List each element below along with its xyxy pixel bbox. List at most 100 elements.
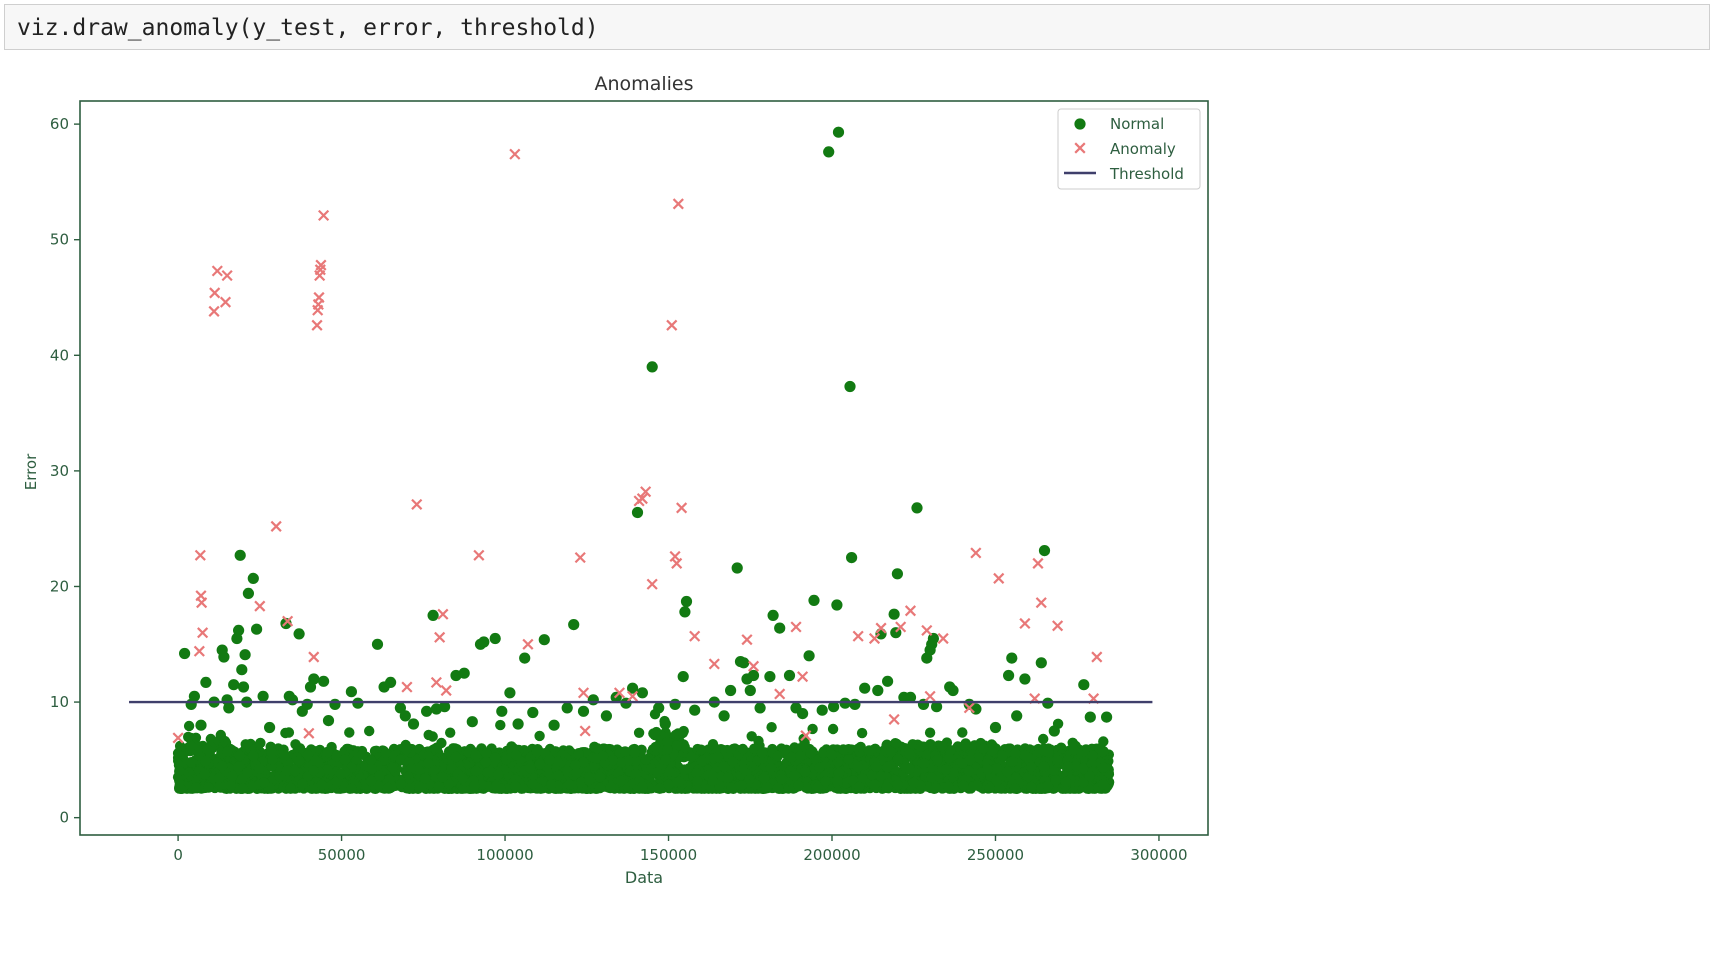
normal-point [1035,657,1047,669]
normal-point [458,667,470,679]
normal-point [1078,679,1090,691]
anomaly-point [790,621,802,633]
normal-point [478,636,490,648]
normal-point [686,751,697,762]
normal-point [404,783,415,794]
normal-point [469,780,480,791]
plot-frame [79,100,1209,836]
normal-point [989,721,1002,734]
normal-point [641,755,652,766]
normal-point [636,687,649,699]
normal-point [223,702,235,714]
normal-point [247,572,259,585]
anomaly-point [1019,617,1031,630]
normal-point [649,729,660,741]
anomaly-point [434,631,446,643]
normal-point [401,744,412,755]
normal-point [892,754,904,765]
normal-point [659,718,671,730]
normal-point [290,766,301,777]
normal-point [677,727,688,739]
normal-point [527,778,538,790]
normal-point [495,719,506,731]
normal-point [1006,652,1018,664]
normal-point [891,568,904,580]
normal-point [783,669,796,682]
x-tick-label: 300000 [1130,846,1187,864]
normal-point [832,775,843,787]
normal-point [654,783,665,794]
anomaly-point [1035,597,1047,609]
anomaly-point [440,684,452,697]
normal-point [828,701,840,713]
normal-point [932,754,943,765]
normal-point [904,691,917,704]
normal-point [637,781,648,793]
normal-point [423,729,434,741]
normal-point [892,779,903,790]
normal-point [293,628,305,640]
normal-point [653,702,665,714]
normal-point [986,745,997,757]
normal-point [1038,733,1049,745]
normal-point [738,657,750,669]
anomaly-point [904,605,917,617]
normal-point [248,750,259,762]
anomaly-point [411,498,423,510]
anomaly-point [895,621,907,633]
anomaly-point [522,638,534,650]
normal-point [200,676,212,689]
normal-point [564,779,575,790]
normal-point [669,698,681,711]
normal-point [926,772,937,783]
anomaly-point [221,269,233,282]
normal-point [1026,762,1037,773]
normal-point [190,782,202,793]
axes: 0 50000 100000 150000 200000 250000 300000 0 10 2… [50,100,1209,864]
legend: Normal Anomaly Threshold [1057,108,1201,190]
normal-point [183,720,195,732]
normal-point [679,741,690,753]
normal-point [217,760,228,772]
normal-point [419,773,431,784]
normal-point [875,628,887,640]
normal-point [852,761,863,773]
normal-point [1098,779,1109,790]
y-tick-label: 60 [50,115,69,133]
normal-point [749,743,760,754]
normal-point [1023,752,1034,763]
anomaly-point [672,198,684,210]
normal-point [1022,772,1033,783]
code-cell[interactable]: viz.draw_anomaly(y_test, error, threshol… [4,4,1710,50]
normal-point [855,741,866,753]
normal-point [857,773,868,784]
normal-point [737,743,748,755]
normal-point [964,755,976,766]
normal-point [680,595,693,608]
normal-point [322,764,333,775]
normal-point [973,752,984,763]
normal-point [233,624,245,637]
normal-point [747,669,760,682]
anomaly-point [219,296,232,308]
normal-point [718,761,730,772]
normal-point [286,694,299,706]
anomaly-point [613,687,626,699]
normal-point [931,701,943,713]
normal-point [195,719,207,731]
normal-point [280,727,291,739]
normal-point [761,781,772,793]
normal-point [870,761,882,772]
normal-point [592,743,603,754]
anomaly-point [437,608,449,620]
anomaly-point [208,305,220,317]
normal-point [859,682,871,694]
normal-point [366,775,377,787]
normal-point [916,741,927,752]
normal-point [947,684,959,697]
normal-point [650,742,661,753]
normal-point [423,757,434,769]
normal-point [218,651,230,663]
anomaly-point [970,547,982,559]
normal-point [431,742,443,753]
